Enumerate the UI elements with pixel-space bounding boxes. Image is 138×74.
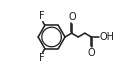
Text: O: O (88, 48, 96, 58)
Text: F: F (39, 54, 45, 63)
Text: O: O (68, 12, 76, 22)
Text: OH: OH (99, 32, 114, 42)
Text: F: F (39, 11, 45, 20)
